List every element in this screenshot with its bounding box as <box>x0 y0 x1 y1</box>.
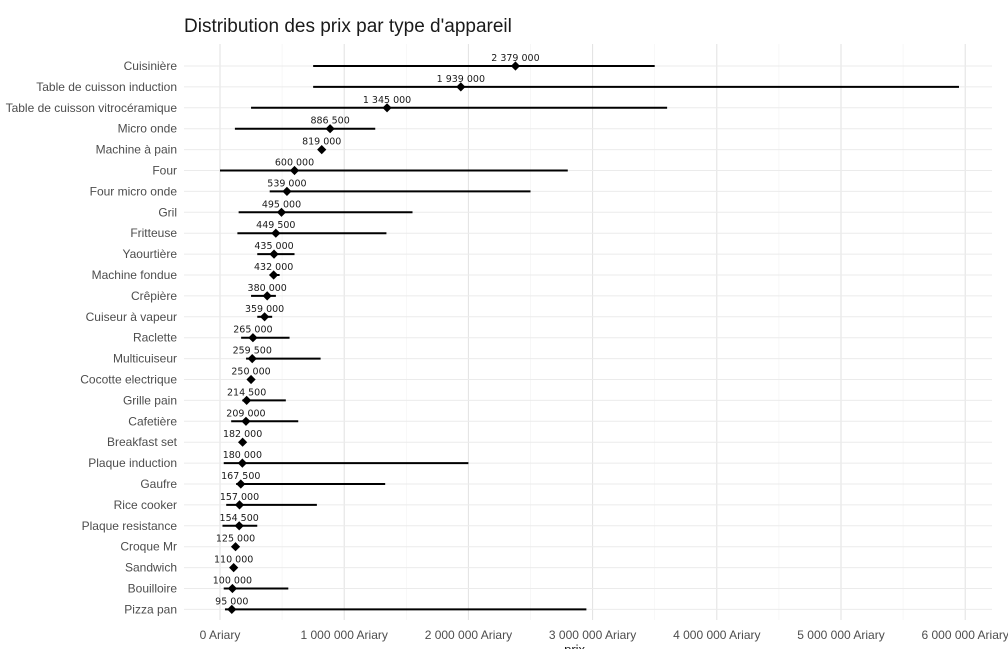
median-label: 886 500 <box>310 116 349 127</box>
x-axis-title: prix <box>564 642 585 649</box>
median-point <box>289 165 300 176</box>
y-tick-label: Gaufre <box>140 477 177 491</box>
median-label: 495 000 <box>262 199 301 210</box>
median-point <box>382 103 392 113</box>
y-tick-label: Crêpière <box>131 289 177 303</box>
y-tick-label: Four micro onde <box>90 184 178 198</box>
y-tick-label: Cuiseur à vapeur <box>86 310 177 324</box>
median-point <box>242 395 252 405</box>
median-label: 95 000 <box>215 596 248 607</box>
x-tick-label: 5 000 000 Ariary <box>797 628 884 642</box>
median-label: 600 000 <box>275 158 314 169</box>
median-point <box>236 479 246 489</box>
median-label: 539 000 <box>267 178 306 189</box>
x-tick-label: 0 Ariary <box>200 628 241 642</box>
y-tick-label: Multicuiseur <box>113 352 177 366</box>
y-tick-label: Fritteuse <box>130 226 177 240</box>
median-label: 125 000 <box>216 534 255 545</box>
median-point <box>241 416 251 426</box>
median-point <box>227 604 237 614</box>
median-label: 157 000 <box>220 492 259 503</box>
y-tick-label: Table de cuisson induction <box>36 80 177 94</box>
median-label: 449 500 <box>256 220 295 231</box>
median-point <box>271 228 281 238</box>
y-tick-label: Sandwich <box>125 561 177 575</box>
x-tick-label: 2 000 000 Ariary <box>425 628 512 642</box>
median-label: 819 000 <box>302 137 341 148</box>
y-tick-label: Cuisinière <box>124 59 178 73</box>
y-tick-label: Machine à pain <box>96 143 177 157</box>
y-tick-label: Croque Mr <box>120 540 177 554</box>
median-label: 209 000 <box>226 408 265 419</box>
median-point <box>276 207 287 217</box>
median-label: 110 000 <box>214 555 253 566</box>
median-label: 1 939 000 <box>437 74 485 85</box>
chart-title: Distribution des prix par type d'apparei… <box>184 16 512 37</box>
median-point <box>282 186 292 196</box>
median-point <box>269 249 279 259</box>
y-tick-label: Bouilloire <box>128 582 178 596</box>
x-tick-label: 3 000 000 Ariary <box>549 628 636 642</box>
median-point <box>238 437 248 447</box>
x-tick-label: 6 000 000 Ariary <box>921 628 1008 642</box>
median-point <box>269 270 279 280</box>
median-point <box>229 563 239 573</box>
x-tick-label: 1 000 000 Ariary <box>300 628 387 642</box>
median-label: 180 000 <box>223 450 262 461</box>
median-label: 250 000 <box>231 367 270 378</box>
median-point <box>227 583 238 594</box>
x-tick-label: 4 000 000 Ariary <box>673 628 760 642</box>
median-label: 435 000 <box>254 241 293 252</box>
median-point <box>247 354 257 364</box>
median-point <box>456 82 466 92</box>
median-label: 154 500 <box>220 513 259 524</box>
median-point <box>230 542 241 552</box>
median-point <box>510 61 521 71</box>
y-tick-label: Cocotte electrique <box>80 373 177 387</box>
y-tick-label: Table de cuisson vitrocéramique <box>6 101 178 115</box>
median-label: 432 000 <box>254 262 293 273</box>
median-point <box>234 521 244 531</box>
y-tick-label: Cafetière <box>128 414 177 428</box>
y-tick-label: Gril <box>158 205 177 219</box>
median-label: 380 000 <box>248 283 287 294</box>
y-tick-label: Plaque resistance <box>82 519 178 533</box>
y-tick-label: Four <box>152 164 177 178</box>
median-label: 100 000 <box>213 576 252 587</box>
y-tick-label: Grille pain <box>123 393 177 407</box>
median-label: 214 500 <box>227 387 266 398</box>
y-tick-label: Micro onde <box>118 122 178 136</box>
median-label: 265 000 <box>233 325 272 336</box>
y-tick-label: Rice cooker <box>114 498 177 512</box>
median-point <box>246 374 256 385</box>
median-label: 167 500 <box>221 471 260 482</box>
median-label: 359 000 <box>245 304 284 315</box>
median-point <box>262 291 272 301</box>
y-tick-label: Breakfast set <box>107 435 178 449</box>
median-point <box>248 333 258 343</box>
y-tick-label: Pizza pan <box>124 602 177 616</box>
y-tick-label: Yaourtière <box>123 247 178 261</box>
median-label: 259 500 <box>233 346 272 357</box>
median-label: 182 000 <box>223 429 262 440</box>
median-point <box>259 312 270 322</box>
median-point <box>234 500 245 510</box>
median-point <box>325 124 335 134</box>
y-tick-label: Plaque induction <box>88 456 177 470</box>
median-point <box>237 458 247 468</box>
y-tick-label: Machine fondue <box>92 268 178 282</box>
median-label: 2 379 000 <box>491 53 539 64</box>
median-label: 1 345 000 <box>363 95 411 106</box>
median-point <box>317 145 327 155</box>
y-tick-label: Raclette <box>133 331 177 345</box>
